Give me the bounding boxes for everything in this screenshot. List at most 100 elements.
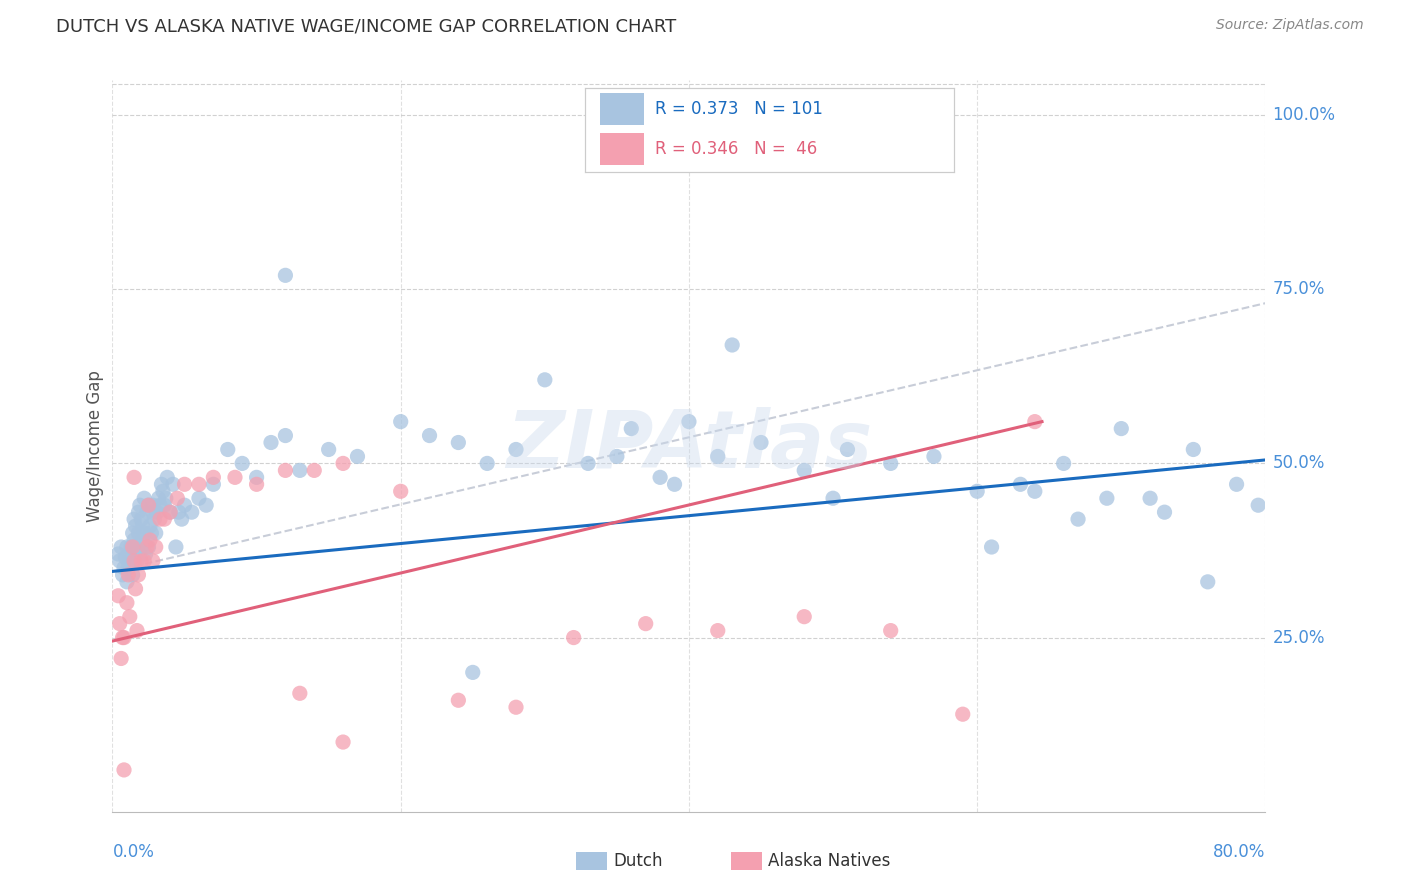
Point [188, 491, 211, 506]
Point [318, 442, 340, 457]
Point [149, 512, 172, 526]
Point [346, 450, 368, 464]
Point [880, 457, 903, 471]
Point [288, 463, 311, 477]
Point [837, 442, 859, 457]
Point [332, 735, 354, 749]
Point [180, 505, 202, 519]
Point [143, 512, 166, 526]
Point [118, 547, 141, 561]
Point [138, 498, 160, 512]
Point [678, 415, 700, 429]
Point [129, 540, 153, 554]
Point [156, 470, 179, 484]
Point [332, 457, 354, 471]
Point [138, 498, 160, 512]
Point [112, 631, 135, 645]
Point [128, 498, 150, 512]
Point [1247, 498, 1270, 512]
Point [1153, 505, 1175, 519]
Point [217, 442, 239, 457]
Point [1052, 457, 1074, 471]
Point [132, 519, 155, 533]
Point [122, 470, 145, 484]
Point [533, 373, 555, 387]
Point [620, 421, 643, 435]
Point [146, 505, 169, 519]
Point [115, 540, 138, 554]
Point [142, 498, 165, 512]
Point [1010, 477, 1032, 491]
Point [125, 624, 148, 638]
Point [634, 616, 657, 631]
Point [202, 470, 225, 484]
Point [288, 686, 311, 700]
Text: 75.0%: 75.0% [1272, 280, 1324, 298]
Point [231, 457, 253, 471]
Point [749, 435, 772, 450]
Point [821, 491, 844, 506]
Text: Dutch: Dutch [613, 852, 662, 870]
Point [706, 624, 728, 638]
Point [112, 763, 135, 777]
Point [1067, 512, 1090, 526]
Point [202, 477, 225, 491]
Point [274, 268, 297, 283]
Point [132, 533, 155, 547]
Point [606, 450, 628, 464]
Point [112, 561, 135, 575]
Point [107, 589, 129, 603]
Point [110, 651, 132, 665]
Point [389, 484, 412, 499]
Point [135, 547, 157, 561]
Point [107, 547, 129, 561]
Point [475, 457, 498, 471]
Point [1226, 477, 1249, 491]
Text: ZIPAtlas: ZIPAtlas [506, 407, 872, 485]
Point [108, 554, 131, 568]
Point [576, 457, 599, 471]
Point [1024, 415, 1046, 429]
Point [124, 519, 146, 533]
Text: 50.0%: 50.0% [1272, 454, 1324, 473]
Point [648, 470, 672, 484]
Point [148, 491, 170, 506]
Point [110, 540, 132, 554]
Point [129, 554, 153, 568]
Point [173, 498, 195, 512]
Point [155, 491, 177, 506]
Point [274, 428, 297, 442]
Point [122, 512, 145, 526]
Point [721, 338, 744, 352]
Point [118, 554, 141, 568]
Point [167, 505, 190, 519]
Point [793, 463, 815, 477]
Point [162, 477, 184, 491]
Point [447, 693, 470, 707]
Point [134, 491, 156, 506]
Text: 100.0%: 100.0% [1272, 106, 1336, 124]
Point [195, 498, 218, 512]
Point [139, 519, 162, 533]
Point [793, 609, 815, 624]
Point [142, 505, 165, 519]
Point [304, 463, 326, 477]
Point [165, 540, 187, 554]
Text: 0.0%: 0.0% [112, 843, 155, 861]
Point [150, 477, 173, 491]
Text: Source: ZipAtlas.com: Source: ZipAtlas.com [1216, 18, 1364, 32]
Point [980, 540, 1002, 554]
Point [1095, 491, 1118, 506]
Text: Alaska Natives: Alaska Natives [768, 852, 890, 870]
Point [111, 631, 134, 645]
Point [245, 470, 267, 484]
Point [121, 567, 143, 582]
Point [952, 707, 974, 722]
Point [1111, 421, 1133, 435]
Point [562, 631, 585, 645]
Point [122, 533, 145, 547]
Point [120, 540, 142, 554]
Point [124, 582, 146, 596]
Point [138, 540, 160, 554]
Point [127, 505, 149, 519]
